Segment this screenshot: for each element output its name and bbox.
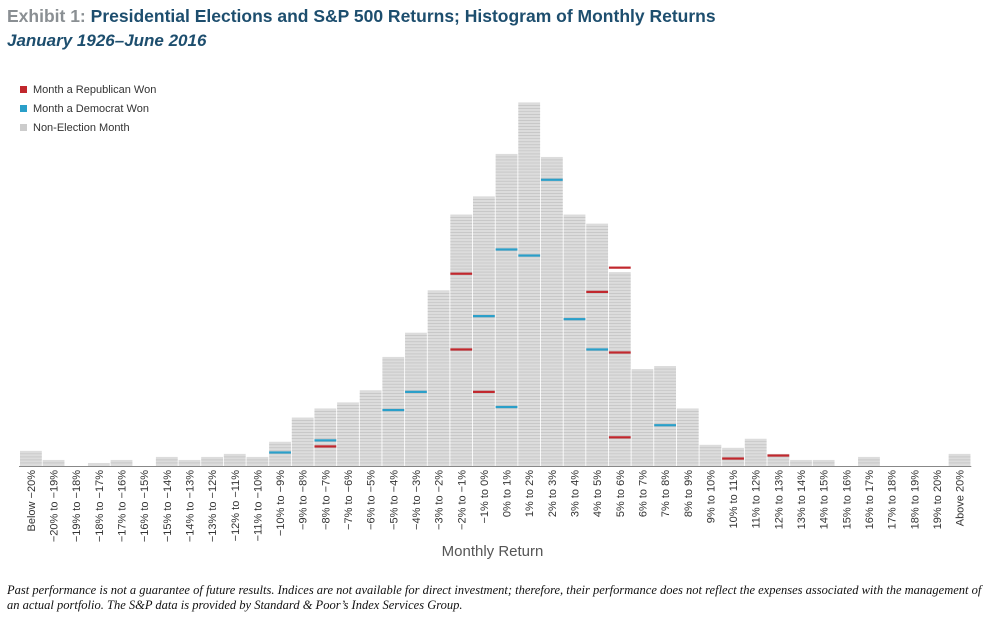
chart-legend: Month a Republican Won Month a Democrat … xyxy=(20,80,156,137)
histogram-bar xyxy=(201,456,223,466)
footnote: Past performance is not a guarantee of f… xyxy=(7,583,982,612)
republican-month-marker xyxy=(608,266,631,269)
republican-month-marker xyxy=(450,348,473,351)
chart-subtitle: January 1926–June 2016 xyxy=(7,31,207,50)
histogram-bar xyxy=(744,438,767,466)
x-tick-label: −7% to −6% xyxy=(343,470,355,530)
x-tick-label: −11% to −10% xyxy=(252,470,264,542)
x-tick-label: 6% to 7% xyxy=(637,470,649,517)
histogram-bar xyxy=(858,456,880,466)
exhibit-label: Exhibit 1: xyxy=(7,6,86,26)
x-tick-label: 10% to 11% xyxy=(728,470,740,529)
x-tick-label: 7% to 8% xyxy=(660,470,672,517)
legend-item-democrat: Month a Democrat Won xyxy=(20,99,156,118)
x-axis-label: Monthly Return xyxy=(441,543,544,560)
x-tick-label: 9% to 10% xyxy=(705,470,717,523)
democrat-month-marker xyxy=(586,348,609,351)
x-tick-label: 0% to 1% xyxy=(502,470,514,517)
legend-label-non-election: Non-Election Month xyxy=(33,121,130,134)
x-tick-label: −6% to −5% xyxy=(366,470,378,530)
x-tick-label: −18% to −17% xyxy=(94,470,106,542)
x-tick-label: Above 20% xyxy=(955,470,967,526)
x-tick-label: −13% to −12% xyxy=(207,470,219,542)
histogram-bar xyxy=(246,456,269,466)
legend-label-republican: Month a Republican Won xyxy=(33,83,157,96)
democrat-month-marker xyxy=(654,424,676,427)
democrat-month-marker xyxy=(269,451,291,454)
democrat-month-marker xyxy=(314,439,337,442)
republican-month-marker xyxy=(314,445,337,448)
histogram-bar xyxy=(563,214,586,466)
x-tick-label: 1% to 2% xyxy=(524,470,536,517)
chart-title: Exhibit 1: Presidential Elections and S&… xyxy=(7,6,716,27)
republican-month-marker xyxy=(450,272,473,275)
x-tick-label: −8% to −7% xyxy=(320,470,332,530)
x-tick-label: −14% to −13% xyxy=(184,470,196,542)
x-tick-label: 8% to 9% xyxy=(683,470,695,517)
histogram-bar xyxy=(450,214,473,466)
x-tick-label: 18% to 19% xyxy=(909,470,921,530)
x-tick-label: −16% to −15% xyxy=(139,470,151,542)
republican-month-marker xyxy=(722,457,744,460)
x-tick-label: 19% to 20% xyxy=(932,470,944,530)
x-tick-label: 3% to 4% xyxy=(570,470,582,517)
chart-title-text: Presidential Elections and S&P 500 Retur… xyxy=(90,6,716,26)
histogram-bar xyxy=(473,196,495,466)
x-tick-label: −17% to −16% xyxy=(117,470,129,542)
x-tick-label: 14% to 15% xyxy=(819,470,831,530)
legend-swatch-republican xyxy=(20,86,27,93)
x-tick-label: 4% to 5% xyxy=(592,470,604,517)
republican-month-marker xyxy=(586,290,609,293)
democrat-month-marker xyxy=(405,390,427,393)
x-tick-label: 16% to 17% xyxy=(864,470,876,530)
histogram-bar xyxy=(495,153,518,466)
democrat-month-marker xyxy=(495,405,518,409)
legend-swatch-democrat xyxy=(20,105,27,112)
legend-swatch-non-election xyxy=(20,124,27,131)
democrat-month-marker xyxy=(518,254,541,257)
chart-title-block: Exhibit 1: Presidential Elections and S&… xyxy=(7,6,716,51)
democrat-month-marker xyxy=(382,408,405,412)
x-tick-label: 13% to 14% xyxy=(796,470,808,530)
histogram-bar xyxy=(654,366,676,466)
republican-month-marker xyxy=(608,436,631,439)
histogram-bar xyxy=(20,450,42,466)
legend-label-democrat: Month a Democrat Won xyxy=(33,102,149,115)
democrat-month-marker xyxy=(563,318,586,321)
x-tick-label: 15% to 16% xyxy=(841,470,853,530)
legend-item-republican: Month a Republican Won xyxy=(20,80,156,99)
histogram-bar xyxy=(676,408,699,466)
democrat-month-marker xyxy=(473,315,495,318)
x-tick-label: −15% to −14% xyxy=(162,470,174,542)
x-tick-label: 5% to 6% xyxy=(615,470,627,517)
x-tick-label: Below −20% xyxy=(26,470,38,532)
democrat-month-marker xyxy=(540,178,563,181)
x-tick-label: −9% to −8% xyxy=(298,470,310,530)
x-tick-label: −1% to 0% xyxy=(479,470,491,524)
republican-month-marker xyxy=(767,454,790,457)
x-tick-label: −10% to −9% xyxy=(275,470,287,536)
republican-month-marker xyxy=(473,390,495,393)
x-tick-label: 12% to 13% xyxy=(773,470,785,530)
histogram-bar xyxy=(155,456,178,466)
histogram-bar xyxy=(314,408,337,466)
x-tick-label: 11% to 12% xyxy=(751,470,763,529)
histogram-bar xyxy=(699,444,722,466)
x-tick-label: −5% to −4% xyxy=(388,470,400,530)
x-tick-label: −19% to −18% xyxy=(71,470,83,542)
histogram-bar xyxy=(87,462,110,466)
x-tick-label: 17% to 18% xyxy=(887,470,899,530)
legend-item-non-election: Non-Election Month xyxy=(20,118,156,137)
x-tick-label: −2% to −1% xyxy=(456,470,468,530)
x-tick-label: −4% to −3% xyxy=(411,470,423,530)
histogram-bar xyxy=(337,402,359,466)
x-tick-label: −3% to −2% xyxy=(434,470,446,530)
histogram-bar xyxy=(359,390,382,466)
x-tick-label: 2% to 3% xyxy=(547,470,559,517)
republican-month-marker xyxy=(608,351,631,354)
x-tick-label: −20% to −19% xyxy=(49,470,61,542)
democrat-month-marker xyxy=(495,248,518,251)
x-tick-label: −12% to −11% xyxy=(230,470,242,542)
